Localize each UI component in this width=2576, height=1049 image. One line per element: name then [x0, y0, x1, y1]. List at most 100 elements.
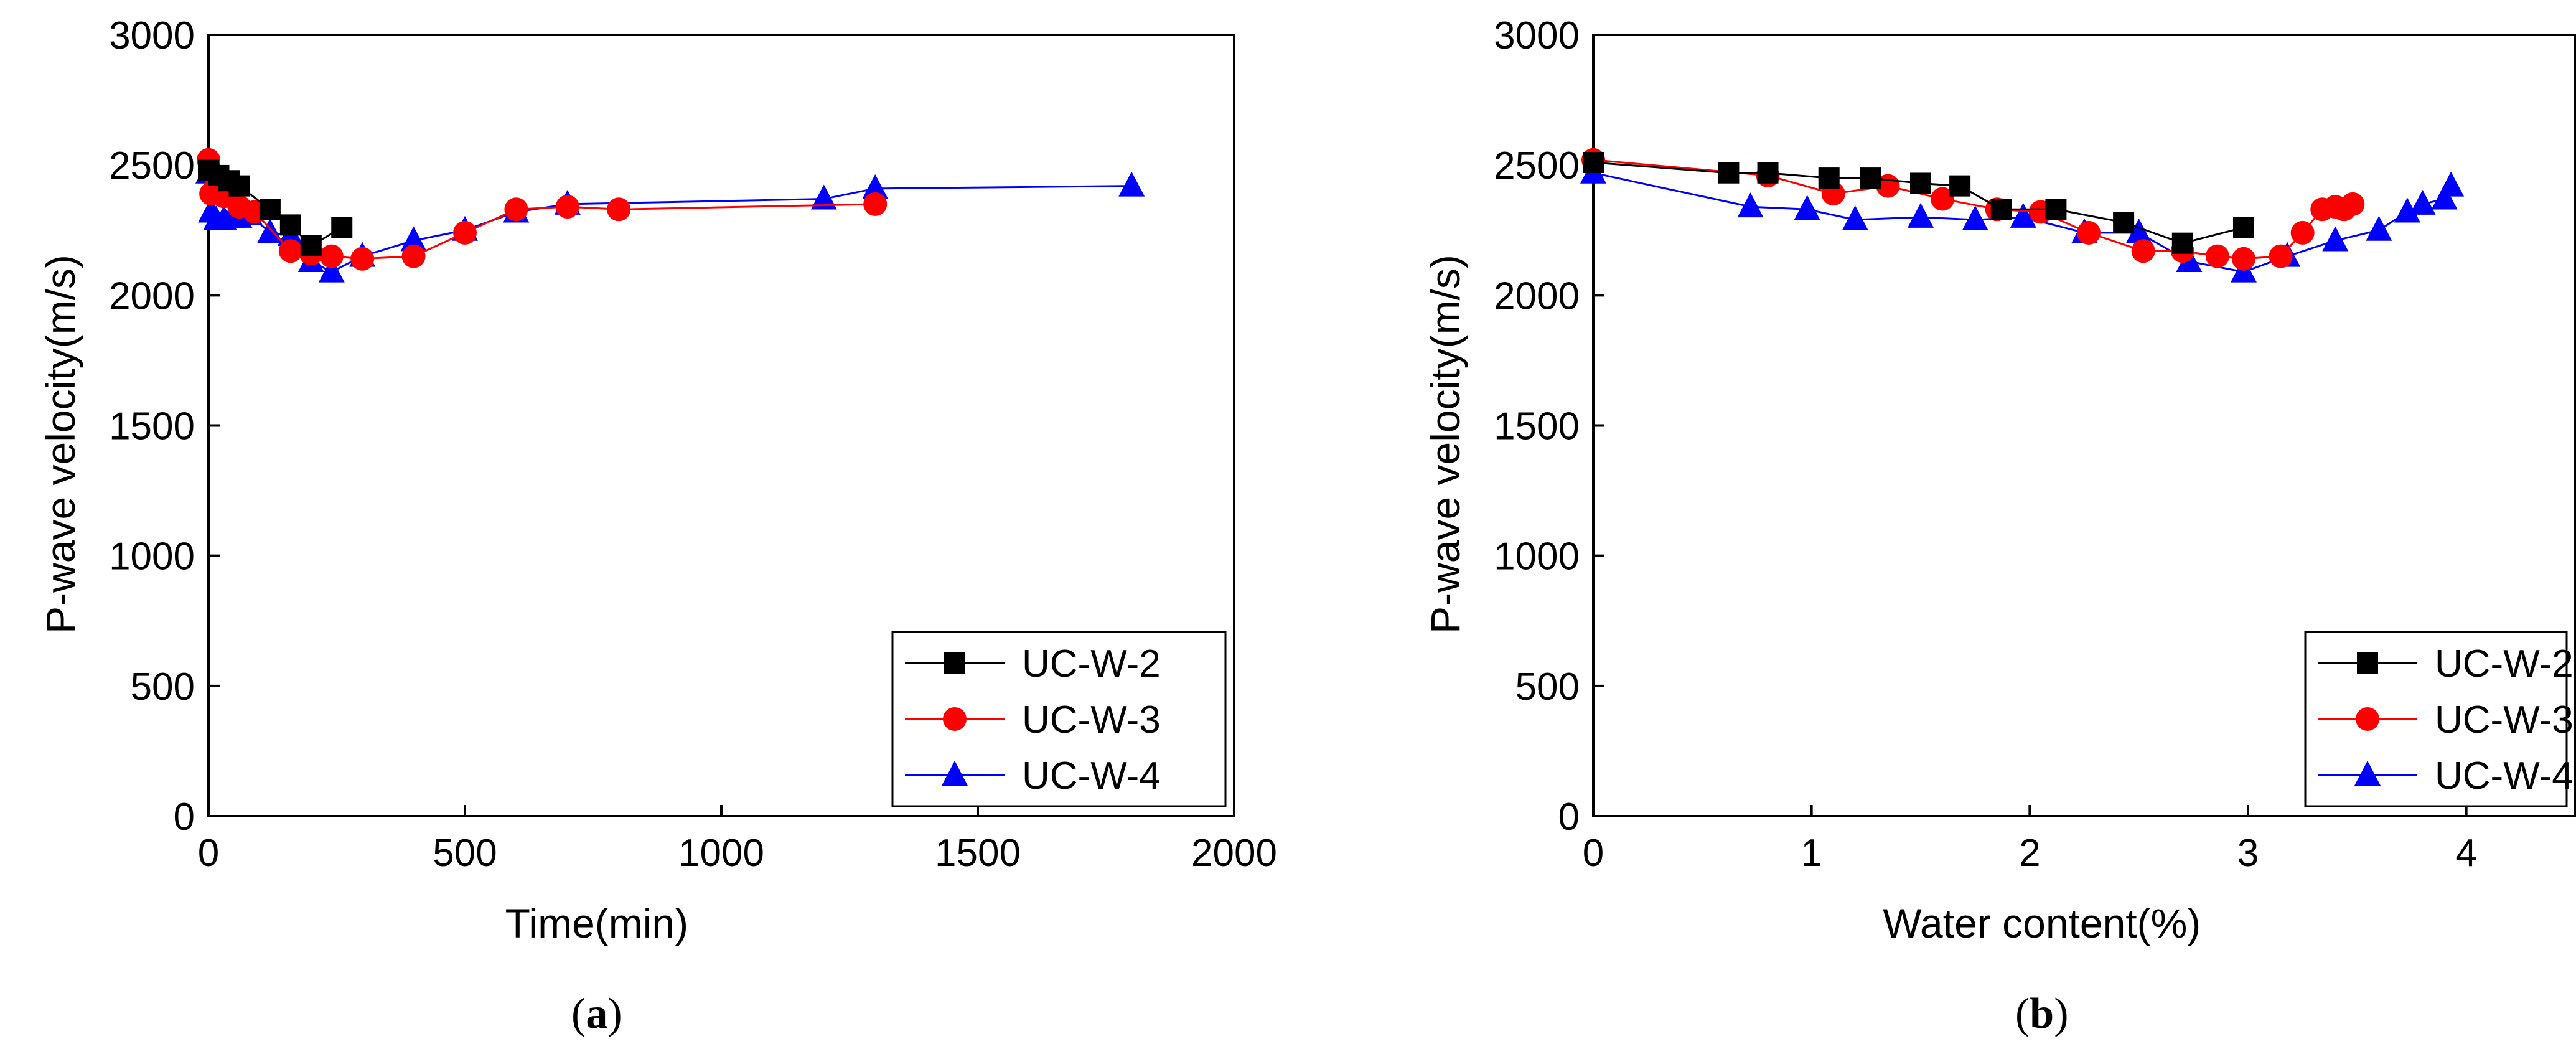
data-point	[2269, 244, 2293, 268]
data-point	[2431, 184, 2458, 210]
data-point	[400, 226, 427, 252]
y-tick-label: 2000	[109, 275, 195, 318]
x-tick-label: 1000	[678, 832, 764, 875]
data-point	[2322, 226, 2349, 252]
data-point	[1860, 167, 1881, 189]
y-tick-label: 500	[1515, 666, 1580, 708]
data-point	[1794, 195, 1820, 220]
data-point	[278, 239, 302, 263]
legend-item-uc-w-4: UC-W-4	[2318, 755, 2574, 797]
y-tick-label: 1500	[109, 405, 195, 448]
data-point	[1842, 205, 1868, 231]
data-point	[2232, 217, 2254, 238]
legend-label: UC-W-2	[1022, 642, 1161, 685]
data-point	[2131, 239, 2155, 263]
legend-label: UC-W-4	[2435, 755, 2574, 797]
y-tick-label: 500	[131, 666, 195, 708]
data-point	[2366, 215, 2392, 241]
legend-marker	[944, 652, 965, 674]
legend-label: UC-W-4	[1022, 755, 1161, 797]
series-uc-w-2	[198, 159, 353, 256]
data-point	[1910, 172, 1931, 194]
data-point	[863, 192, 888, 216]
x-tick-label: 4	[2455, 832, 2476, 875]
data-point	[555, 195, 579, 219]
series-uc-w-3	[1581, 148, 2365, 271]
legend-marker	[2356, 707, 2379, 731]
y-tick-label: 2500	[109, 144, 195, 187]
x-tick-label: 1	[1801, 832, 1822, 875]
y-tick-label: 2500	[1494, 144, 1580, 187]
data-point	[2438, 171, 2465, 197]
data-point	[350, 247, 375, 271]
legend-marker	[2354, 761, 2381, 786]
series-line	[1593, 159, 2354, 260]
data-point	[862, 174, 889, 199]
data-point	[259, 199, 281, 220]
data-point	[2394, 197, 2420, 223]
y-tick-label: 0	[1558, 796, 1580, 839]
data-point	[319, 244, 344, 268]
y-tick-label: 1000	[1494, 535, 1580, 578]
data-point	[2125, 218, 2152, 243]
legend-label: UC-W-2	[2435, 642, 2574, 685]
legend-marker	[2357, 652, 2378, 674]
data-point	[2010, 202, 2036, 228]
data-point	[1990, 199, 2012, 220]
data-point	[2171, 232, 2193, 254]
legend-marker	[943, 707, 967, 731]
data-point	[2409, 189, 2436, 215]
data-point	[2205, 244, 2229, 268]
legend-label: UC-W-3	[1022, 699, 1161, 741]
x-tick-label: 3	[2237, 832, 2259, 875]
data-point	[453, 220, 477, 245]
x-axis-title: Water content(%)	[1883, 900, 2201, 946]
legend: UC-W-2 UC-W-3 UC-W-4	[2304, 631, 2574, 807]
data-point	[2077, 220, 2101, 245]
legend-marker	[942, 761, 968, 786]
data-point	[607, 197, 631, 222]
panel-label-letter: a	[586, 990, 607, 1038]
legend-item-uc-w-4: UC-W-4	[905, 755, 1161, 797]
y-tick-label: 1500	[1494, 405, 1580, 448]
data-point	[1583, 151, 1604, 173]
data-point	[2231, 247, 2255, 271]
data-point	[504, 197, 528, 222]
data-point	[810, 184, 837, 210]
data-point	[228, 175, 250, 197]
series-uc-w-4	[1580, 158, 2465, 283]
legend-item-uc-w-3: UC-W-3	[2318, 699, 2574, 741]
x-tick-label: 0	[1583, 832, 1604, 875]
x-tick-label: 2000	[1191, 832, 1277, 875]
y-axis-title: P-wave velocity(m/s)	[1422, 255, 1468, 634]
y-tick-label: 0	[174, 796, 195, 839]
data-point	[318, 257, 345, 283]
data-point	[331, 217, 353, 238]
data-point	[2113, 212, 2135, 233]
data-point	[1949, 175, 1971, 197]
data-point	[2290, 220, 2315, 245]
series-uc-w-2	[1583, 151, 2254, 254]
data-point	[1718, 162, 1740, 184]
panel-label-letter: b	[2030, 990, 2054, 1038]
data-point	[1962, 205, 1988, 231]
legend-label: UC-W-3	[2435, 699, 2574, 741]
x-axis-title: Time(min)	[505, 900, 689, 946]
legend-item-uc-w-2: UC-W-2	[905, 642, 1161, 685]
y-tick-label: 3000	[109, 14, 195, 57]
data-point	[1908, 202, 1934, 228]
chart-panel-a: 0 500 1000 1500 2000 0 500 1000 1500 2000 2500 3000…	[37, 14, 1277, 1038]
legend-item-uc-w-2: UC-W-2	[2318, 642, 2574, 685]
data-point	[1757, 162, 1779, 184]
data-point	[279, 214, 301, 236]
data-point	[2045, 199, 2067, 220]
data-point	[1931, 187, 1955, 211]
series-uc-w-3	[197, 148, 888, 271]
legend: UC-W-2 UC-W-3 UC-W-4	[891, 631, 1227, 807]
data-point	[1118, 171, 1145, 197]
panel-label: (a)	[571, 990, 622, 1038]
y-tick-label: 2000	[1494, 275, 1580, 318]
y-tick-label: 3000	[1494, 14, 1580, 57]
